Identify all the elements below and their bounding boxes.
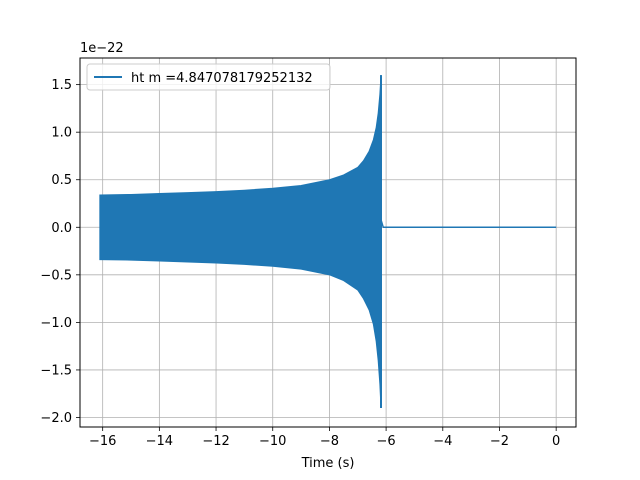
x-tick-label: −8 — [320, 434, 339, 449]
y-offset-label: 1e−22 — [80, 41, 124, 56]
x-tick-label: −12 — [202, 434, 229, 449]
x-ticks: −16 −14 −12 −10 −8 −6 −4 −2 0 — [89, 427, 560, 449]
y-tick-label: 1.0 — [51, 126, 72, 141]
y-tick-label: −1.0 — [40, 316, 72, 331]
x-tick-label: 0 — [552, 434, 560, 449]
y-tick-label: −2.0 — [40, 411, 72, 426]
y-tick-label: −1.5 — [40, 363, 72, 378]
x-tick-label: −6 — [377, 434, 396, 449]
y-tick-label: 0.0 — [51, 221, 72, 236]
ringdown-line — [380, 219, 557, 229]
x-tick-label: −16 — [89, 434, 116, 449]
waveform-envelope — [99, 75, 382, 409]
plot-area — [99, 75, 557, 409]
y-tick-label: 1.5 — [51, 78, 72, 93]
x-axis-label: Time (s) — [301, 456, 355, 471]
y-tick-label: 0.5 — [51, 173, 72, 188]
x-tick-label: −2 — [490, 434, 509, 449]
x-tick-label: −10 — [259, 434, 286, 449]
y-tick-label: −0.5 — [40, 268, 72, 283]
y-ticks: −2.0 −1.5 −1.0 −0.5 0.0 0.5 1.0 1.5 — [40, 78, 80, 426]
legend-entry: ht m =4.847078179252132 — [131, 71, 313, 86]
x-tick-label: −14 — [146, 434, 173, 449]
legend: ht m =4.847078179252132 — [86, 63, 331, 91]
x-tick-label: −4 — [433, 434, 452, 449]
axes-frame — [79, 57, 577, 428]
legend-box — [86, 63, 331, 91]
